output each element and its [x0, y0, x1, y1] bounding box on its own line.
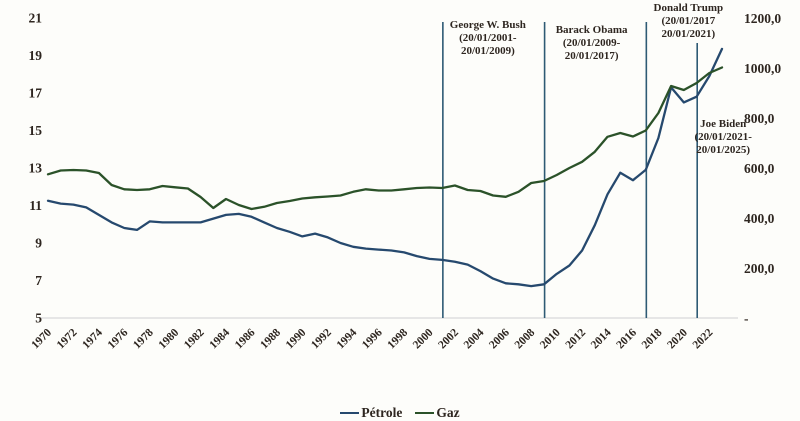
annotation-term-start: (20/01/2009-: [562, 36, 621, 49]
dual-axis-line-chart: 21 19 17 15 13 11 9 7 5 1200,0 1000,0 800,0 600,0 400…: [29, 2, 782, 420]
annotation-term-start: (20/01/2021-: [694, 130, 752, 143]
chart-canvas: 21 19 17 15 13 11 9 7 5 1200,0 1000,0 800,0 600,0 400…: [29, 11, 782, 352]
x-axis-year-label: 2010: [538, 326, 563, 351]
annotation-president-name: Barack Obama: [555, 24, 628, 36]
series-line-petrole: [46, 47, 724, 288]
x-axis-year-label: 1976: [106, 326, 131, 351]
y-axis-left-tick-label: 19: [29, 48, 43, 63]
x-axis-year-label: 2014: [589, 326, 614, 351]
chart-legend: Pétrole Gaz: [0, 405, 800, 421]
y-axis-right-tick-label: 800,0: [744, 111, 775, 126]
x-axis-year-label: 1982: [182, 326, 207, 351]
x-axis-year-label: 1994: [335, 326, 360, 351]
y-axis-left-tick-label: 15: [29, 123, 43, 138]
series-line-gaz: [46, 66, 724, 211]
annotation-term-end: 20/01/2025): [696, 143, 751, 156]
y-axis-left-tick-label: 17: [29, 86, 43, 101]
y-axis-left-tick-label: 21: [29, 11, 43, 26]
y-axis-right-tick-label: 400,0: [744, 211, 775, 226]
legend-item-petrole: Pétrole: [340, 405, 402, 421]
x-axis-year-label: 1992: [309, 326, 334, 351]
x-axis-year-label: 2018: [640, 326, 665, 351]
y-axis-right-tick-label: 1000,0: [744, 61, 781, 76]
annotation-term-start: (20/01/2001-: [459, 31, 517, 44]
x-axis-year-label: 2004: [462, 326, 487, 351]
x-axis-year-label: 1978: [131, 326, 156, 351]
x-axis-year-label: 2016: [614, 326, 639, 351]
annotation-barack-obama: Barack Obama (20/01/2009- 20/01/2017): [556, 24, 628, 62]
gaz-line-swatch-icon: [415, 411, 435, 415]
y-axis-left-tick-label: 7: [35, 273, 42, 288]
x-axis-year-label: 2000: [411, 326, 436, 351]
x-axis-year-label: 2008: [513, 326, 538, 351]
y-axis-left-tick-label: 13: [29, 161, 43, 176]
annotation-george-w-bush: George W. Bush (20/01/2001- 20/01/2009): [450, 19, 526, 57]
legend-label-gaz: Gaz: [436, 405, 460, 420]
y-axis-right-tick-label: 1200,0: [744, 11, 781, 26]
legend-item-gaz: Gaz: [415, 405, 460, 421]
y-axis-left-tick-label: 9: [35, 236, 42, 251]
petrole-line-swatch-icon: [340, 411, 360, 415]
annotation-president-name: Joe Biden: [700, 118, 747, 130]
x-axis-year-label: 1990: [284, 326, 309, 351]
y-axis-right-tick-label: 200,0: [744, 261, 775, 276]
x-axis-year-label: 1986: [233, 326, 258, 351]
annotation-president-name: Donald Trump: [653, 2, 724, 14]
x-axis-year-label: 2006: [487, 326, 512, 351]
annotation-joe-biden: Joe Biden (20/01/2021- 20/01/2025): [694, 118, 751, 156]
annotation-term-start: (20/01/2017: [661, 14, 716, 27]
legend-label-petrole: Pétrole: [361, 405, 403, 420]
x-axis-year-label: 1998: [385, 326, 410, 351]
annotation-term-end: 20/01/2021): [661, 27, 716, 40]
annotation-president-name: George W. Bush: [449, 19, 526, 31]
annotation-term-end: 20/01/2017): [564, 49, 619, 62]
x-axis-year-label: 1984: [207, 326, 232, 351]
y-axis-right-tick-label: -: [744, 311, 749, 326]
x-axis-year-label: 2020: [665, 326, 690, 351]
x-axis-year-label: 2022: [691, 326, 716, 351]
annotation-term-end: 20/01/2009): [460, 44, 515, 57]
x-axis-year-label: 2002: [436, 326, 461, 351]
x-axis-year-label: 1996: [360, 326, 385, 351]
y-axis-right-tick-label: 600,0: [744, 161, 775, 176]
annotation-donald-trump: Donald Trump (20/01/2017 20/01/2021): [654, 2, 724, 40]
x-axis-year-label: 1980: [157, 326, 182, 351]
y-axis-left-tick-label: 5: [35, 311, 42, 326]
y-axis-left-tick-label: 11: [29, 198, 42, 213]
x-axis-year-label: 2012: [563, 326, 588, 351]
x-axis-year-label: 1974: [80, 326, 105, 351]
x-axis-year-label: 1988: [258, 326, 283, 351]
x-axis-year-label: 1970: [29, 326, 54, 351]
x-axis-year-label: 1972: [55, 326, 80, 351]
